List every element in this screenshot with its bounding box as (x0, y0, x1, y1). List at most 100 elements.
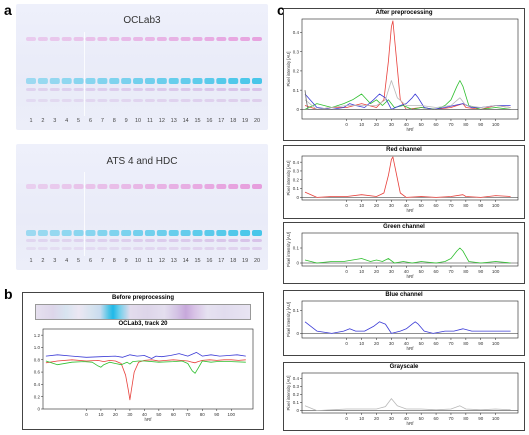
tlc-band (168, 230, 179, 236)
x-tick-label: 90 (478, 203, 484, 208)
tlc-band (156, 78, 167, 84)
tlc-band (26, 78, 36, 84)
tlc-band (240, 239, 251, 242)
tlc-band (133, 239, 144, 242)
tlc-band (73, 247, 84, 250)
y-axis-label: Pixel intensity [AU] (286, 302, 291, 337)
lane-number: 20 (253, 118, 261, 124)
tlc-band (228, 99, 239, 102)
tlc-band (156, 88, 167, 91)
lane-number: 10 (134, 258, 142, 264)
tlc-band (156, 230, 167, 236)
x-tick-label: 10 (359, 203, 365, 208)
series-line (45, 360, 246, 374)
plate1-bands (26, 32, 262, 116)
tlc-band (73, 184, 84, 189)
y-tick-label: 0 (296, 107, 299, 112)
tlc-band (216, 184, 227, 189)
x-tick-label: 60 (434, 269, 440, 274)
y-tick-label: 0 (296, 261, 299, 266)
x-tick-label: 20 (374, 341, 380, 346)
tlc-band (252, 99, 262, 102)
x-tick-label: 0 (85, 412, 88, 417)
y-axis-label: Pixel intensity [AU] (286, 376, 291, 411)
tlc-band (49, 78, 60, 84)
tlc-band (26, 247, 36, 250)
x-tick-label: 50 (156, 412, 162, 417)
lane-number: 18 (230, 118, 237, 124)
y-tick-label: 0.3 (293, 384, 300, 389)
tlc-band (85, 37, 96, 41)
lane-number: 3 (53, 258, 57, 264)
tlc-band (61, 88, 72, 91)
x-tick-label: 60 (434, 341, 440, 346)
tlc-band (109, 239, 120, 242)
lane-number: 17 (218, 118, 225, 124)
chart-svg: 0 0.1 0 10 20 30 40 50 60 70 80 90 100 hRf Pixel inten… (286, 300, 519, 351)
tlc-band (228, 88, 239, 91)
tlc-band (192, 230, 203, 236)
tlc-band (204, 78, 215, 84)
lane-number: 10 (134, 118, 142, 124)
chart-svg: 0 0.1 0.2 0.3 0.4 0 10 20 30 40 50 60 70 80 90 100 hRf Pi… (286, 372, 519, 426)
tlc-band (37, 230, 48, 236)
x-tick-label: 30 (127, 412, 133, 417)
chart-title: Before preprocessing (111, 295, 175, 301)
tlc-band (144, 37, 155, 41)
tlc-band (37, 37, 48, 41)
lane-number: 14 (182, 258, 189, 264)
y-tick-label: 1.2 (34, 333, 41, 338)
plate-title: OCLab3 (123, 15, 161, 26)
tlc-band (61, 99, 72, 102)
tlc-band (61, 184, 72, 189)
panel-label-c: c (277, 2, 285, 18)
tlc-band (109, 230, 120, 236)
x-tick-label: 70 (448, 269, 454, 274)
tlc-band (156, 239, 167, 242)
x-tick-label: 40 (142, 412, 148, 417)
y-tick-label: 0.2 (293, 177, 300, 182)
tlc-band (240, 184, 251, 189)
lane-number: 4 (65, 258, 69, 264)
x-axis-label: hRf (144, 417, 152, 422)
x-tick-label: 60 (171, 412, 177, 417)
tlc-band (180, 78, 191, 84)
tlc-band (204, 239, 215, 242)
tlc-band (85, 88, 96, 91)
x-axis-label: hRf (406, 274, 414, 279)
lane-number: 15 (194, 258, 201, 264)
tlc-band (216, 88, 227, 91)
tlc-band (73, 239, 84, 242)
tlc-band (168, 37, 179, 41)
x-tick-label: 20 (374, 203, 380, 208)
tlc-band (180, 247, 191, 250)
tlc-band (180, 99, 191, 102)
tlc-band (156, 37, 167, 41)
y-tick-label: 0.4 (293, 160, 300, 165)
tlc-band (97, 78, 108, 84)
tlc-band (73, 230, 84, 236)
tlc-band (37, 88, 48, 91)
plot-frame (301, 18, 519, 120)
tlc-band (109, 37, 120, 41)
plate2-bands (26, 172, 262, 256)
x-tick-label: 80 (463, 203, 469, 208)
x-tick-label: 10 (98, 412, 104, 417)
lane-number: 4 (65, 118, 69, 124)
plot-frame (301, 232, 519, 267)
y-axis-label: Pixel intensity [AU] (286, 52, 291, 87)
tlc-plate-ats4-hdc: ATS 4 and HDC 1 2 3 4 5 6 7 8 9 10 11 12 13 14 15 16 17 1… (16, 144, 268, 270)
x-tick-label: 40 (404, 341, 410, 346)
tlc-band (240, 99, 251, 102)
y-tick-label: 0.3 (293, 169, 300, 174)
plate-title: ATS 4 and HDC (106, 156, 178, 167)
tlc-band (180, 88, 191, 91)
lane-number: 5 (77, 118, 81, 124)
y-tick-label: 0 (296, 408, 299, 413)
tlc-band (133, 88, 144, 91)
tlc-band (204, 230, 215, 236)
tlc-band (144, 239, 155, 242)
tlc-band (109, 78, 120, 84)
tlc-band (37, 78, 48, 84)
x-tick-label: 80 (463, 416, 469, 421)
